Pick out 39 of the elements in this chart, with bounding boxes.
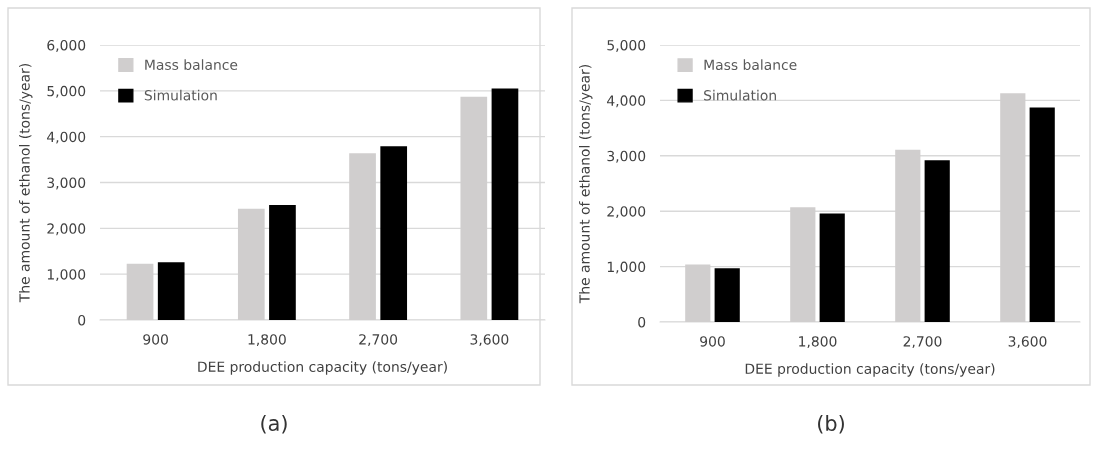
x-tick-label: 2,700 (359, 334, 398, 347)
y-tick-label: 6,000 (47, 39, 86, 52)
bar (491, 88, 519, 320)
bar (819, 213, 845, 322)
y-tick-label: 0 (78, 314, 86, 326)
text: (a) (261, 414, 287, 434)
bar (714, 268, 740, 322)
x-axis-title: DEE production capacity (tons/year) (198, 361, 447, 375)
legend-label: Mass balance (145, 59, 238, 70)
x-tick-label: 3,600 (470, 334, 509, 347)
y-tick-label: 5,000 (47, 85, 86, 98)
y-tick-label: 3,000 (607, 150, 646, 163)
y-tick-label: 1,000 (47, 269, 86, 282)
bar (1029, 107, 1055, 322)
x-tick-label: 900 (700, 336, 725, 347)
y-tick-label: 4,000 (47, 131, 86, 144)
y-tick-label: 1,000 (607, 261, 646, 274)
x-axis-title: DEE production capacity (tons/year) (745, 363, 995, 377)
y-tick-label: 2,000 (47, 223, 86, 236)
text: (b) (818, 414, 844, 434)
x-tick-label: 3,600 (1008, 336, 1047, 349)
legend-label: Simulation (144, 89, 217, 101)
x-tick-label: 900 (143, 334, 168, 345)
y-axis-title: The amount of ethanol (tons/year) (19, 63, 33, 303)
bar (380, 146, 408, 320)
y-tick-label: 4,000 (607, 95, 646, 108)
x-tick-label: 2,700 (903, 336, 942, 349)
bar (924, 160, 950, 322)
y-tick-label: 3,000 (47, 177, 86, 190)
x-tick-label: 1,800 (248, 334, 286, 347)
x-tick-label: 1,800 (799, 336, 837, 349)
bar (157, 262, 185, 320)
legend-label: Simulation (704, 89, 776, 101)
y-tick-label: 2,000 (607, 206, 646, 219)
legend-label: Mass balance (704, 59, 797, 71)
y-tick-label: 0 (638, 316, 646, 328)
y-axis-title: The amount of ethanol (tons/year) (579, 64, 593, 304)
y-tick-label: 5,000 (607, 39, 646, 52)
bar (269, 204, 296, 320)
